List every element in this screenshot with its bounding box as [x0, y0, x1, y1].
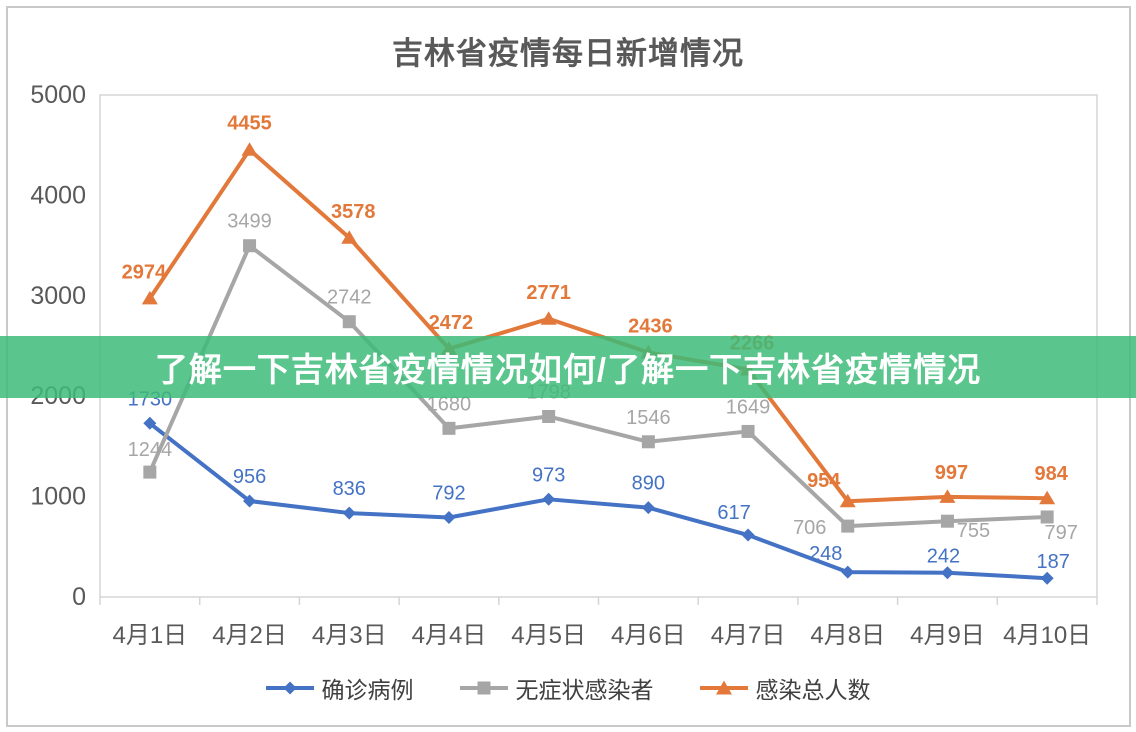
x-axis-category-label: 4月10日: [1003, 622, 1091, 649]
data-label: 2436: [628, 315, 673, 337]
chart-title: 吉林省疫情每日新增情况: [392, 36, 744, 71]
data-label: 954: [807, 470, 841, 492]
data-point-marker: [241, 142, 258, 156]
data-label: 3499: [227, 211, 272, 233]
x-axis-category-label: 4月7日: [711, 622, 786, 649]
legend-triangle-marker-icon: [699, 680, 748, 695]
legend-square-marker-icon: [459, 681, 508, 695]
y-axis-tick-label: 3000: [30, 282, 86, 310]
data-point-marker: [741, 528, 755, 542]
data-label: 2472: [429, 312, 474, 334]
data-point-marker: [341, 230, 358, 244]
data-point-marker: [1039, 490, 1056, 505]
data-point-marker: [641, 501, 655, 515]
data-label: 792: [432, 482, 465, 504]
legend-label: 确诊病例: [321, 677, 414, 703]
legend-label: 无症状感染者: [515, 677, 654, 703]
data-point-marker: [442, 421, 456, 435]
data-label: 1680: [427, 393, 472, 415]
x-axis-category-label: 4月5日: [511, 622, 586, 649]
data-label: 956: [233, 466, 266, 488]
data-point-marker: [143, 465, 157, 479]
data-point-marker: [1040, 510, 1054, 524]
data-label: 890: [632, 473, 665, 495]
data-label: 2771: [526, 282, 571, 304]
x-axis-category-label: 4月8日: [810, 622, 885, 649]
series-line-无症状感染者: [148, 243, 1048, 529]
data-point-marker: [839, 493, 856, 508]
data-label: 1649: [726, 396, 771, 418]
data-point-marker: [540, 311, 557, 325]
data-label: 3578: [331, 201, 376, 223]
data-point-marker: [442, 510, 456, 524]
data-label: 187: [1036, 551, 1069, 573]
legend-label: 感染总人数: [755, 677, 871, 703]
data-point-marker: [939, 489, 956, 503]
data-point-marker: [542, 409, 556, 423]
data-point-marker: [342, 315, 356, 329]
legend-item-无症状感染者: 无症状感染者: [459, 671, 654, 705]
overlay-banner-text: 了解一下吉林省疫情情况如何/了解一下吉林省疫情情况: [154, 351, 982, 388]
legend-diamond-marker-icon: [265, 681, 314, 695]
data-label: 2742: [327, 287, 372, 309]
data-point-marker: [641, 435, 655, 449]
data-point-marker: [741, 424, 755, 438]
data-label: 755: [957, 520, 990, 542]
data-point-marker: [141, 290, 158, 305]
x-axis-category-label: 4月4日: [412, 622, 487, 649]
x-axis-category-label: 4月9日: [910, 622, 985, 649]
data-label: 706: [793, 517, 826, 539]
data-point-marker: [243, 239, 257, 253]
x-axis-category-label: 4月6日: [611, 622, 686, 649]
data-point-marker: [542, 492, 556, 506]
data-point-marker: [1040, 571, 1054, 585]
data-point-marker: [243, 494, 257, 508]
data-point-marker: [342, 506, 356, 520]
data-point-marker: [143, 416, 157, 430]
data-label: 997: [935, 462, 968, 484]
data-label: 973: [532, 464, 565, 486]
data-point-marker: [841, 519, 855, 533]
x-axis-category-label: 4月1日: [112, 622, 187, 649]
data-point-marker: [940, 566, 954, 580]
data-point-marker: [841, 565, 855, 579]
chart-legend: 确诊病例 无症状感染者 感染总人数: [0, 671, 1136, 705]
series-line-确诊病例: [148, 421, 1048, 581]
legend-item-感染总人数: 感染总人数: [699, 671, 871, 705]
x-axis-category-label: 4月2日: [212, 622, 287, 649]
data-label: 242: [927, 546, 960, 568]
data-label: 1244: [128, 439, 173, 461]
data-label: 4455: [227, 113, 272, 135]
overlay-banner: 了解一下吉林省疫情情况如何/了解一下吉林省疫情情况: [0, 336, 1136, 398]
data-label: 617: [717, 502, 750, 524]
data-label: 797: [1044, 522, 1077, 544]
data-label: 984: [1034, 463, 1068, 485]
data-point-marker: [940, 514, 954, 528]
y-axis-tick-label: 1000: [30, 483, 86, 511]
legend-item-确诊病例: 确诊病例: [265, 671, 414, 705]
series-line-感染总人数: [148, 147, 1048, 504]
data-label: 248: [809, 543, 842, 565]
y-axis-tick-label: 0: [72, 583, 86, 611]
data-label: 2974: [122, 261, 167, 283]
x-axis-category-label: 4月3日: [312, 622, 387, 649]
y-axis-tick-label: 4000: [30, 181, 86, 209]
data-label: 836: [333, 478, 366, 500]
y-axis-tick-label: 5000: [30, 81, 86, 109]
data-label: 1546: [626, 407, 671, 429]
